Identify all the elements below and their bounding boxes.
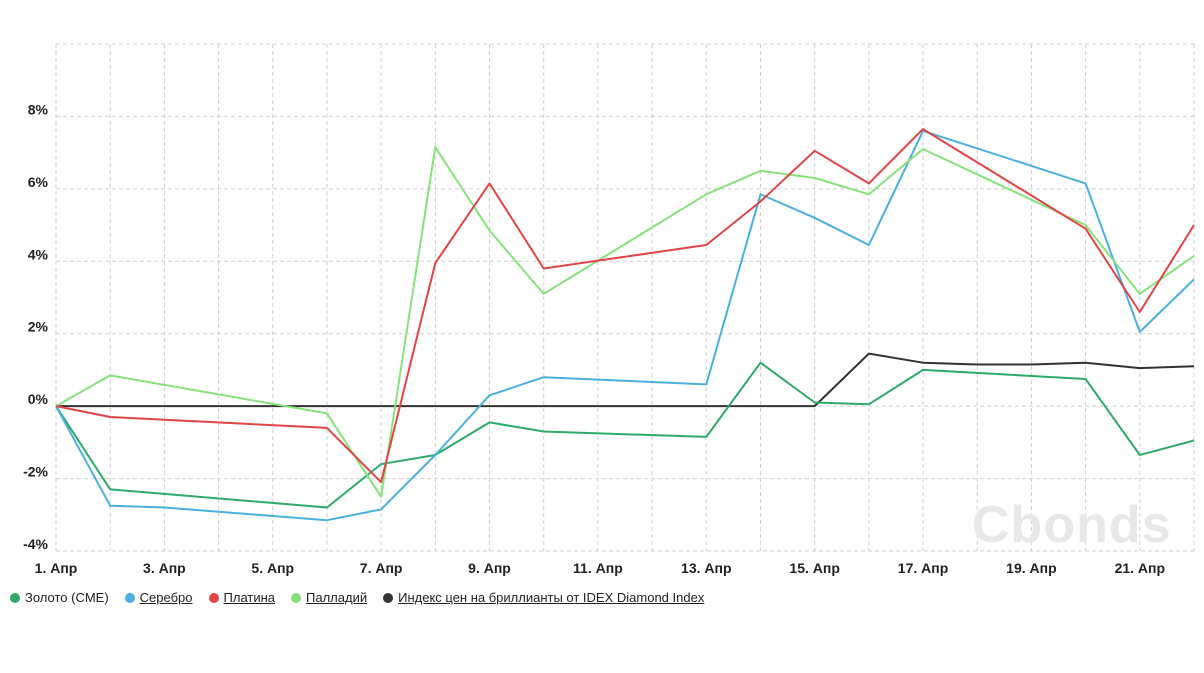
legend-marker xyxy=(291,592,302,603)
legend-item-1[interactable]: Серебро xyxy=(124,590,193,605)
x-tick-label: 5. Апр xyxy=(251,560,294,576)
legend-marker xyxy=(383,592,394,603)
series-line-4 xyxy=(56,352,1195,408)
legend: Золото (CME) Серебро Платина Палладий Индекс… xyxy=(10,590,720,605)
x-tick-label: 9. Апр xyxy=(468,560,511,576)
series-line-0 xyxy=(55,361,1195,509)
line-chart: Cbonds 8% 6% 4% 2% 0% -2% -4% 1. Апр 3. Апр 5. А… xyxy=(23,43,1195,576)
series-line-1 xyxy=(55,129,1195,522)
x-tick-label: 15. Апр xyxy=(789,560,839,576)
x-tick-label: 1. Апр xyxy=(35,560,78,576)
legend-label: Серебро xyxy=(139,590,193,605)
x-axis: 1. Апр 3. Апр 5. Апр 7. Апр 9. Апр 11. Апр 13.… xyxy=(35,560,1165,576)
legend-label: Палладий xyxy=(306,590,368,605)
series-group xyxy=(55,128,1195,522)
cbonds-watermark: Cbonds xyxy=(972,496,1172,554)
y-tick-label: 2% xyxy=(28,319,49,335)
y-tick-label: 6% xyxy=(28,174,49,190)
y-tick-label: 4% xyxy=(28,246,49,262)
legend-item-0[interactable]: Золото (CME) xyxy=(10,590,109,605)
x-tick-label: 13. Апр xyxy=(681,560,731,576)
legend-label: Золото (CME) xyxy=(25,590,109,605)
legend-marker xyxy=(10,592,20,603)
y-axis: 8% 6% 4% 2% 0% -2% -4% xyxy=(23,101,48,552)
legend-item-3[interactable]: Палладий xyxy=(291,590,367,605)
series-line-3 xyxy=(55,146,1195,498)
grid xyxy=(55,43,1195,552)
x-tick-label: 3. Апр xyxy=(143,560,186,576)
series-line-2 xyxy=(55,128,1195,484)
legend-marker xyxy=(124,592,135,603)
y-tick-label: -4% xyxy=(23,536,48,552)
x-tick-label: 7. Апр xyxy=(360,560,403,576)
legend-label: Платина xyxy=(223,590,276,605)
y-tick-label: 0% xyxy=(28,391,49,407)
y-tick-label: 8% xyxy=(28,101,49,117)
y-tick-label: -2% xyxy=(23,464,48,480)
x-tick-label: 19. Апр xyxy=(1006,560,1056,576)
legend-marker xyxy=(208,592,219,603)
x-tick-label: 21. Апр xyxy=(1115,560,1165,576)
x-tick-label: 11. Апр xyxy=(573,560,623,576)
legend-label: Индекс цен на бриллианты от IDEX Diamond… xyxy=(398,590,705,605)
x-tick-label: 17. Апр xyxy=(898,560,948,576)
legend-item-2[interactable]: Платина xyxy=(208,590,276,605)
legend-item-4[interactable]: Индекс цен на бриллианты от IDEX Diamond… xyxy=(383,590,704,605)
